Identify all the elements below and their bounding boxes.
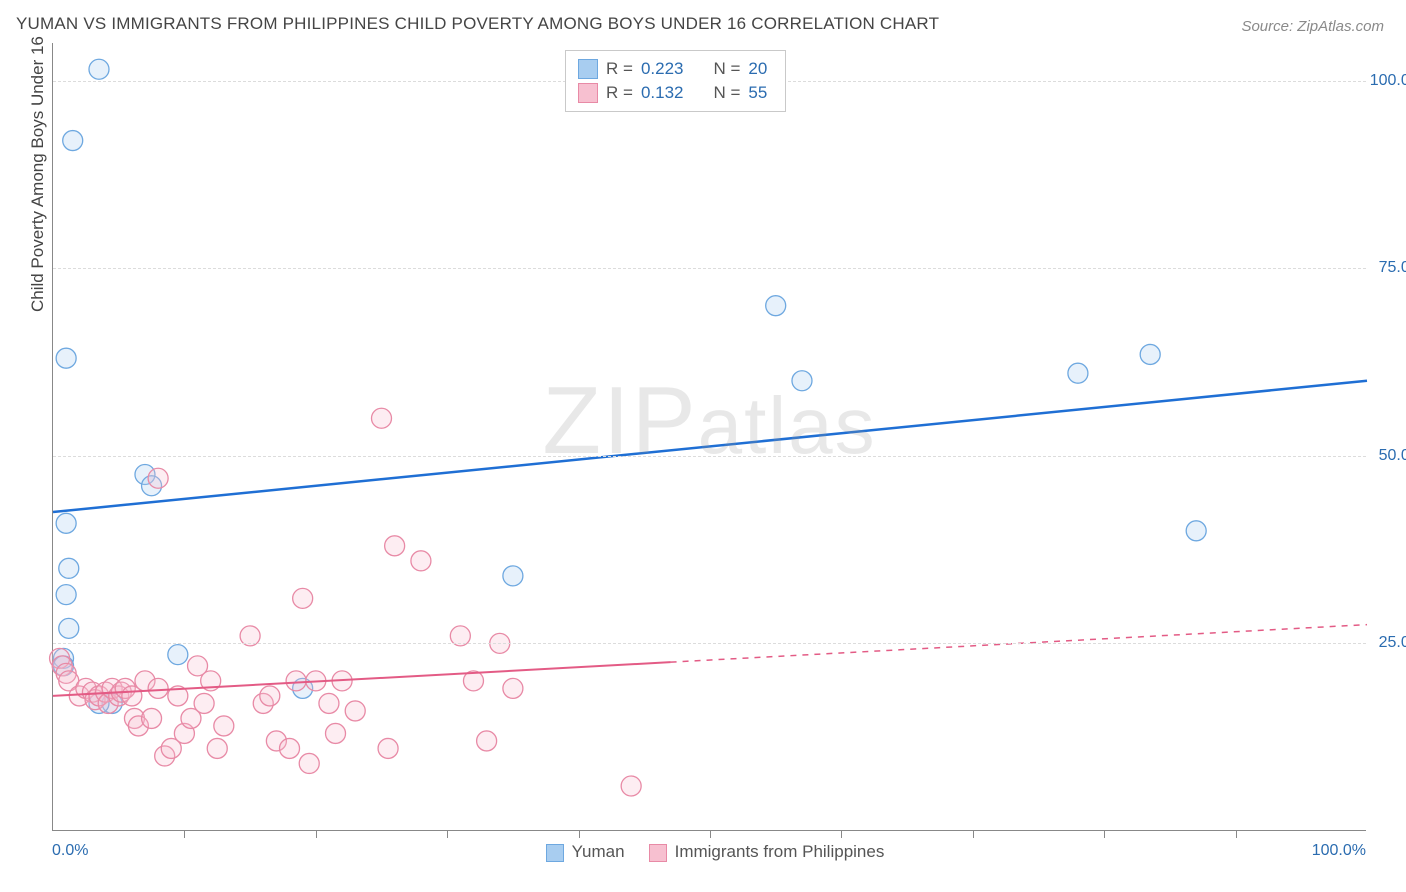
legend-n-value: 55 — [748, 83, 767, 103]
x-tick — [579, 830, 580, 838]
y-tick-label: 50.0% — [1379, 447, 1406, 465]
plot-area: ZIPatlas 25.0%50.0%75.0%100.0% — [52, 43, 1366, 831]
data-point — [142, 708, 162, 728]
legend-swatch — [578, 59, 598, 79]
data-point — [477, 731, 497, 751]
data-point — [280, 738, 300, 758]
source-attribution: Source: ZipAtlas.com — [1241, 18, 1384, 35]
data-point — [621, 776, 641, 796]
data-point — [214, 716, 234, 736]
legend-n-label: N = — [713, 59, 740, 79]
chart-title: YUMAN VS IMMIGRANTS FROM PHILIPPINES CHI… — [16, 14, 939, 34]
x-tick — [1236, 830, 1237, 838]
data-point — [372, 408, 392, 428]
data-point — [326, 723, 346, 743]
legend-series-label: Yuman — [572, 842, 625, 861]
data-point — [378, 738, 398, 758]
data-point — [385, 536, 405, 556]
data-point — [319, 693, 339, 713]
data-point — [148, 468, 168, 488]
x-tick — [184, 830, 185, 838]
data-point — [168, 645, 188, 665]
data-point — [59, 618, 79, 638]
data-point — [260, 686, 280, 706]
x-tick — [447, 830, 448, 838]
data-point — [207, 738, 227, 758]
legend-correlation-row: R = 0.132 N = 55 — [578, 81, 767, 105]
x-tick — [973, 830, 974, 838]
legend-correlation-box: R = 0.223 N = 20 R = 0.132 N = 55 — [565, 50, 786, 112]
legend-r-value: 0.223 — [641, 59, 684, 79]
data-point — [194, 693, 214, 713]
data-point — [56, 513, 76, 533]
x-tick — [841, 830, 842, 838]
data-point — [792, 371, 812, 391]
x-tick — [1104, 830, 1105, 838]
data-point — [345, 701, 365, 721]
data-point — [63, 131, 83, 151]
x-tick — [316, 830, 317, 838]
data-point — [1068, 363, 1088, 383]
data-point — [56, 585, 76, 605]
y-tick-label: 100.0% — [1370, 72, 1406, 90]
data-point — [56, 348, 76, 368]
y-tick-label: 75.0% — [1379, 259, 1406, 277]
legend-r-label: R = — [606, 59, 633, 79]
data-point — [286, 671, 306, 691]
legend-swatch — [546, 844, 564, 862]
data-point — [766, 296, 786, 316]
chart-svg — [53, 43, 1366, 830]
legend-series-label: Immigrants from Philippines — [675, 842, 885, 861]
gridline — [53, 456, 1366, 457]
legend-swatch — [649, 844, 667, 862]
legend-r-value: 0.132 — [641, 83, 684, 103]
chart-container: YUMAN VS IMMIGRANTS FROM PHILIPPINES CHI… — [0, 0, 1406, 892]
legend-n-value: 20 — [748, 59, 767, 79]
data-point — [293, 588, 313, 608]
data-point — [148, 678, 168, 698]
data-point — [299, 753, 319, 773]
legend-swatch — [578, 83, 598, 103]
data-point — [1140, 344, 1160, 364]
data-point — [503, 566, 523, 586]
legend-correlation-row: R = 0.223 N = 20 — [578, 57, 767, 81]
gridline — [53, 643, 1366, 644]
data-point — [411, 551, 431, 571]
legend-series: Yuman Immigrants from Philippines — [0, 842, 1406, 862]
trend-line-yuman — [53, 381, 1367, 512]
y-tick-label: 25.0% — [1379, 634, 1406, 652]
gridline — [53, 268, 1366, 269]
data-point — [503, 678, 523, 698]
x-tick — [710, 830, 711, 838]
data-point — [59, 558, 79, 578]
legend-n-label: N = — [713, 83, 740, 103]
data-point — [1186, 521, 1206, 541]
legend-r-label: R = — [606, 83, 633, 103]
y-axis-label: Child Poverty Among Boys Under 16 — [28, 36, 48, 312]
data-point — [89, 59, 109, 79]
